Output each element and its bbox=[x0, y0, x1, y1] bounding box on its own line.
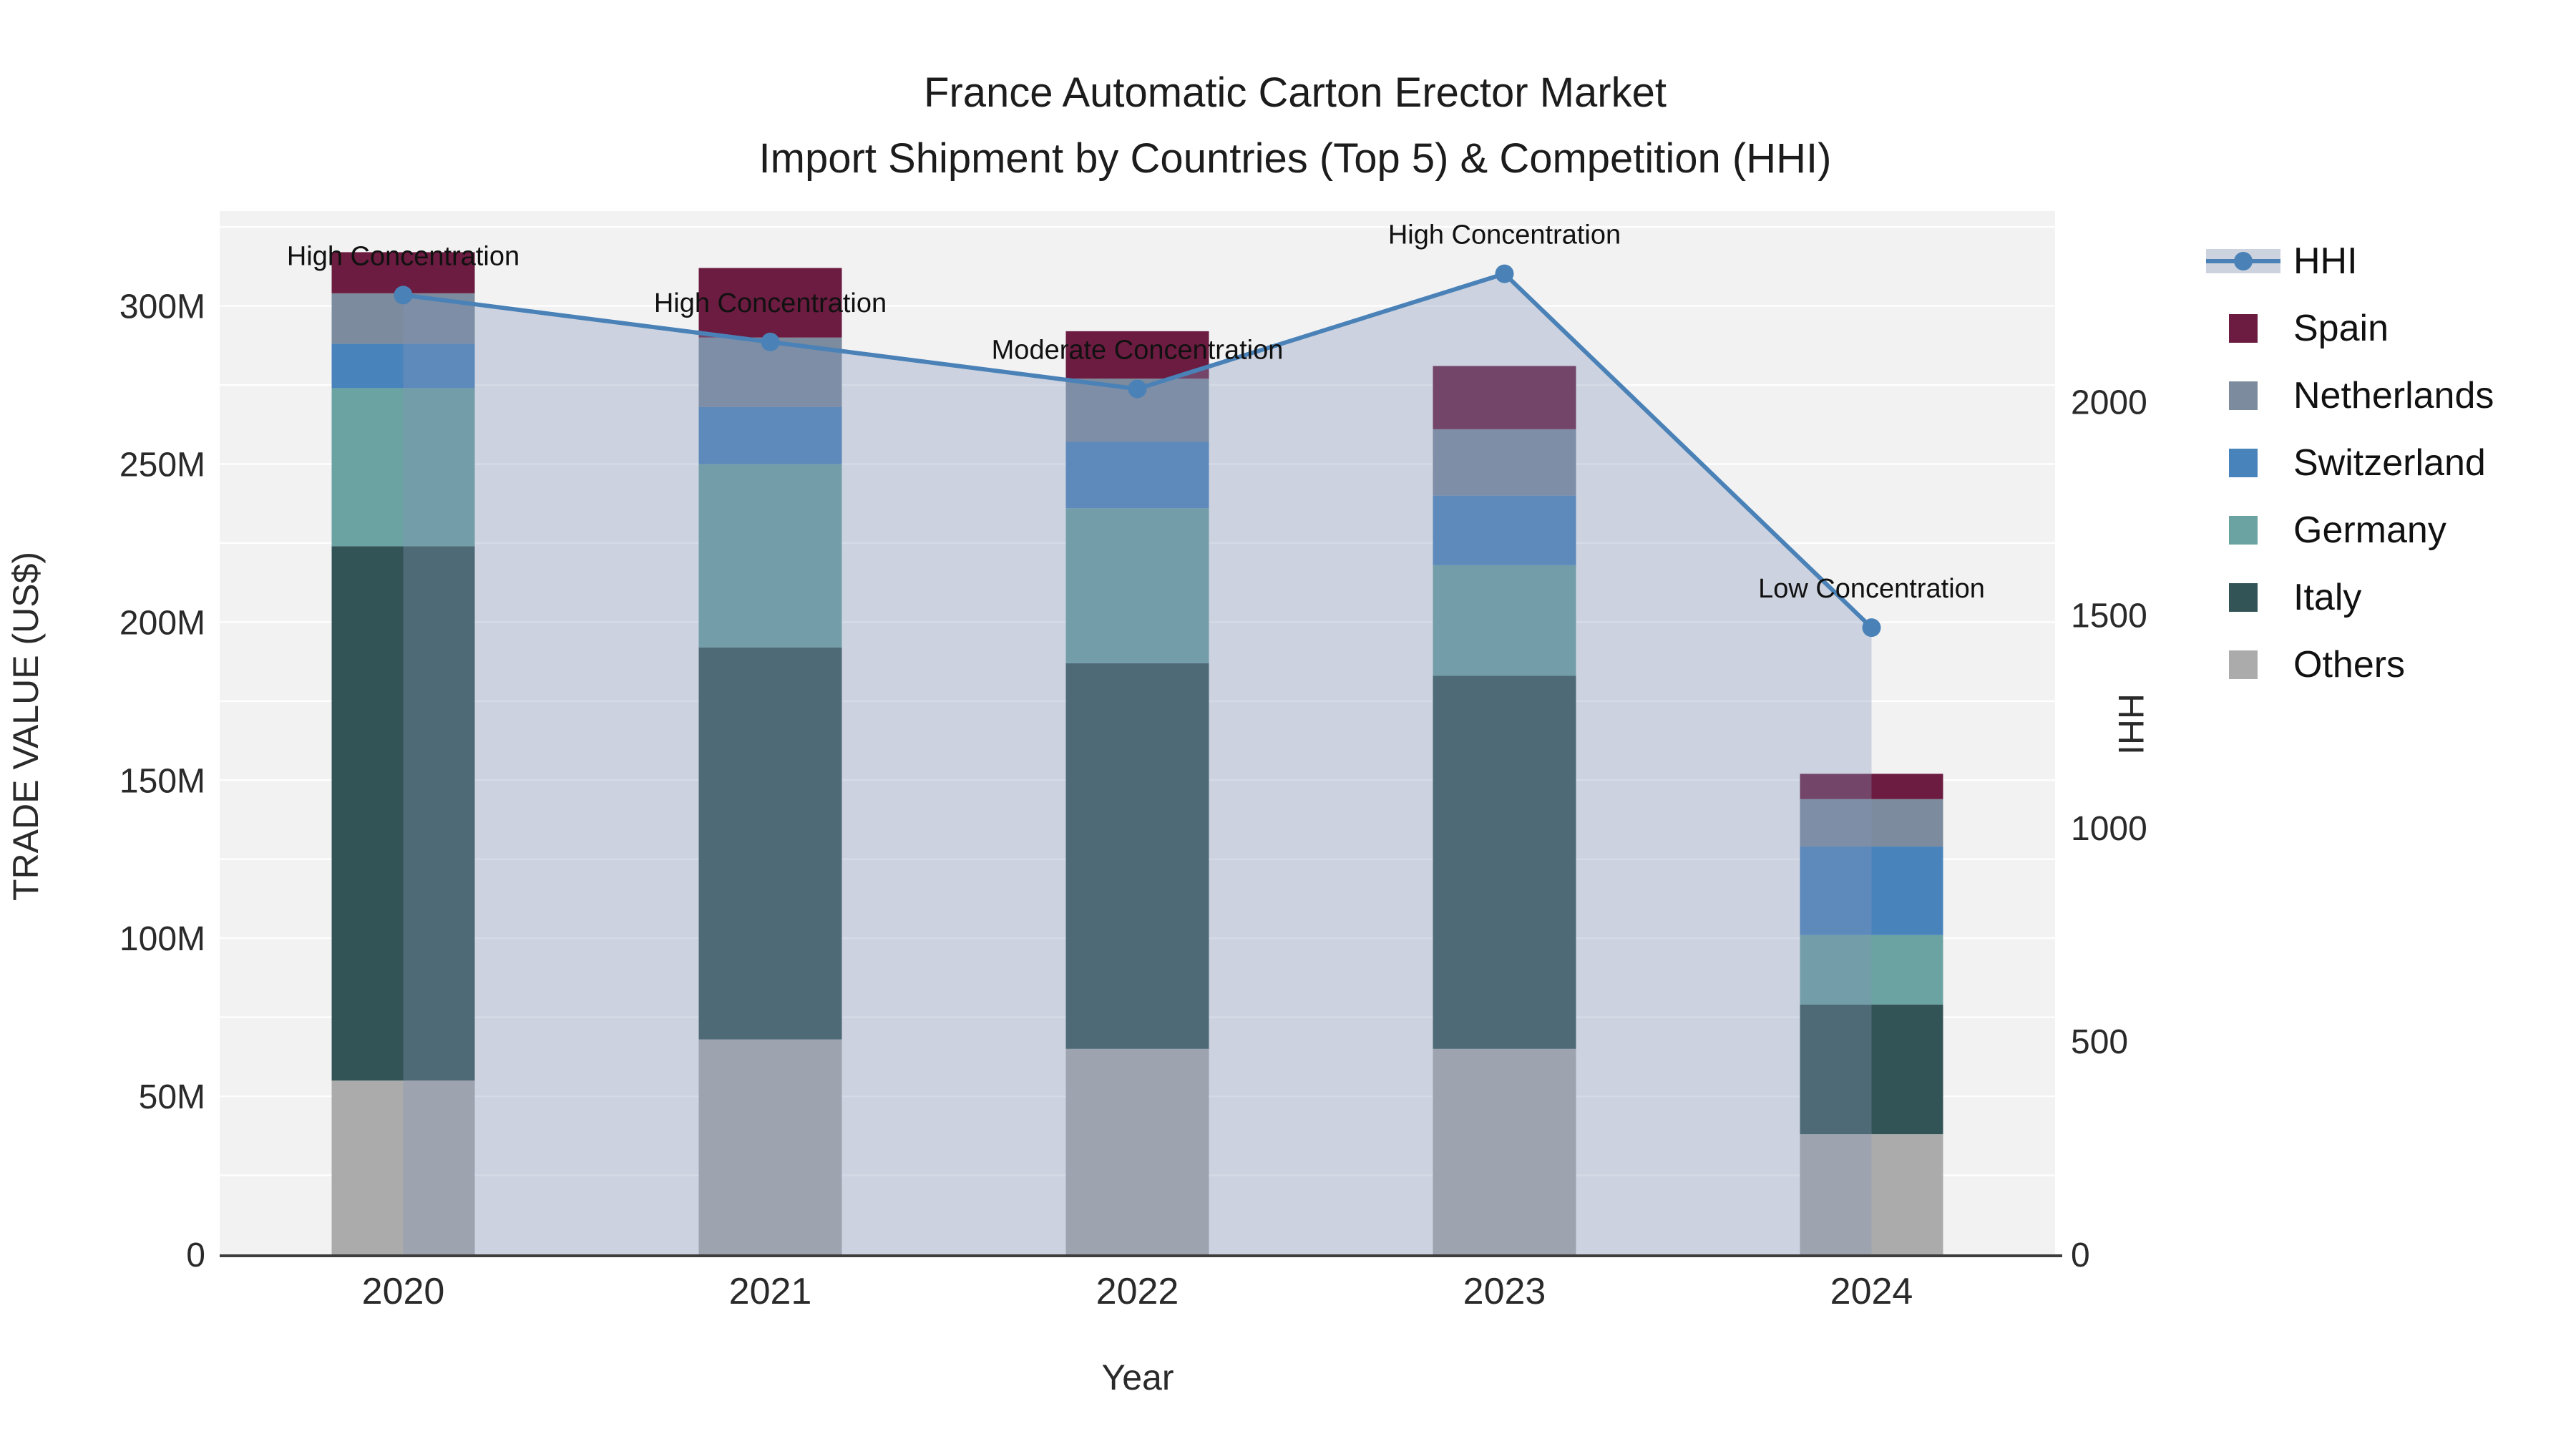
hhi-marker-2024[interactable] bbox=[1862, 618, 1881, 638]
annotation-2023: High Concentration bbox=[1388, 220, 1621, 250]
bar-segment-spain-2022[interactable] bbox=[1065, 331, 1209, 379]
legend-item-spain[interactable]: Spain bbox=[2206, 295, 2494, 362]
bar-segment-netherlands-2024[interactable] bbox=[1800, 799, 1943, 847]
hhi-line-sample-icon bbox=[2206, 249, 2280, 273]
bar-segment-switzerland-2024[interactable] bbox=[1800, 847, 1943, 935]
y-right-tick-label: 1000 bbox=[2071, 810, 2147, 848]
y-left-tick-label: 100M bbox=[119, 920, 205, 958]
bar-segment-italy-2022[interactable] bbox=[1065, 663, 1209, 1049]
bar-segment-italy-2024[interactable] bbox=[1800, 1004, 1943, 1135]
y-right-axis-title: HHI bbox=[2111, 693, 2151, 756]
y-left-tick-label: 250M bbox=[119, 446, 205, 484]
x-tick-label: 2024 bbox=[1830, 1271, 1913, 1312]
bar-segment-italy-2023[interactable] bbox=[1433, 675, 1576, 1049]
hhi-marker-2020[interactable] bbox=[394, 286, 413, 305]
annotation-2020: High Concentration bbox=[287, 241, 519, 271]
legend-label: Spain bbox=[2293, 308, 2389, 349]
italy-swatch-icon bbox=[2229, 583, 2258, 612]
bar-segment-germany-2022[interactable] bbox=[1065, 508, 1209, 663]
legend-item-netherlands[interactable]: Netherlands bbox=[2206, 362, 2494, 429]
legend-label: HHI bbox=[2293, 240, 2358, 282]
hhi-marker-2022[interactable] bbox=[1128, 379, 1147, 399]
y-left-tick-label: 200M bbox=[119, 604, 205, 642]
x-tick-label: 2023 bbox=[1463, 1271, 1546, 1312]
chart-title: France Automatic Carton Erector Market I… bbox=[508, 60, 2082, 192]
bar-segment-germany-2021[interactable] bbox=[698, 464, 842, 648]
chart-title-line1: France Automatic Carton Erector Market bbox=[924, 69, 1667, 116]
x-tick-label: 2021 bbox=[729, 1271, 812, 1312]
hhi-marker-2021[interactable] bbox=[761, 332, 780, 351]
bar-segment-spain-2021[interactable] bbox=[698, 268, 842, 338]
bar-segment-germany-2023[interactable] bbox=[1433, 565, 1576, 676]
netherlands-swatch-icon bbox=[2229, 381, 2258, 410]
bar-segment-germany-2020[interactable] bbox=[331, 388, 475, 547]
x-tick-label: 2020 bbox=[362, 1271, 445, 1312]
y-left-tick-label: 150M bbox=[119, 762, 205, 800]
x-tick-label: 2022 bbox=[1096, 1271, 1179, 1312]
hhi-area-fill bbox=[403, 273, 1872, 1254]
bar-segment-others-2023[interactable] bbox=[1433, 1048, 1576, 1254]
legend-item-others[interactable]: Others bbox=[2206, 631, 2494, 698]
bar-segment-germany-2024[interactable] bbox=[1800, 935, 1943, 1005]
hhi-marker-2023[interactable] bbox=[1495, 264, 1514, 283]
bar-segment-others-2024[interactable] bbox=[1800, 1134, 1943, 1254]
y-left-axis-title: TRADE VALUE (US$) bbox=[6, 551, 46, 902]
chart-title-line2: Import Shipment by Countries (Top 5) & C… bbox=[758, 135, 1832, 182]
germany-swatch-icon bbox=[2229, 516, 2258, 545]
spain-swatch-icon bbox=[2229, 314, 2258, 343]
bar-segment-others-2021[interactable] bbox=[698, 1039, 842, 1254]
legend-label: Netherlands bbox=[2293, 375, 2494, 416]
bar-segment-switzerland-2020[interactable] bbox=[331, 343, 475, 389]
bar-segment-switzerland-2023[interactable] bbox=[1433, 495, 1576, 565]
bar-segment-others-2020[interactable] bbox=[331, 1080, 475, 1254]
legend: HHI Spain Netherlands Switzerland German… bbox=[2206, 228, 2494, 698]
legend-label: Others bbox=[2293, 644, 2406, 686]
switzerland-swatch-icon bbox=[2229, 449, 2258, 477]
others-swatch-icon bbox=[2229, 650, 2258, 679]
y-left-tick-label: 0 bbox=[186, 1236, 205, 1274]
y-right-tick-label: 0 bbox=[2071, 1236, 2090, 1274]
bar-segment-switzerland-2021[interactable] bbox=[698, 406, 842, 464]
bar-segment-italy-2021[interactable] bbox=[698, 647, 842, 1040]
bar-segment-netherlands-2023[interactable] bbox=[1433, 429, 1576, 496]
bar-segment-spain-2024[interactable] bbox=[1800, 774, 1943, 799]
legend-label: Italy bbox=[2293, 577, 2362, 618]
annotation-2022: Moderate Concentration bbox=[992, 335, 1284, 365]
y-left-tick-label: 300M bbox=[119, 288, 205, 326]
y-right-tick-label: 1500 bbox=[2071, 597, 2147, 635]
legend-item-switzerland[interactable]: Switzerland bbox=[2206, 429, 2494, 497]
legend-label: Switzerland bbox=[2293, 442, 2486, 484]
legend-label: Germany bbox=[2293, 509, 2446, 551]
bar-segment-spain-2023[interactable] bbox=[1433, 366, 1576, 429]
bar-segment-italy-2020[interactable] bbox=[331, 546, 475, 1080]
bar-segment-switzerland-2022[interactable] bbox=[1065, 441, 1209, 509]
bar-segment-others-2022[interactable] bbox=[1065, 1048, 1209, 1254]
legend-item-hhi[interactable]: HHI bbox=[2206, 228, 2494, 295]
x-axis-title: Year bbox=[1101, 1357, 1174, 1397]
annotation-2024: Low Concentration bbox=[1758, 574, 1985, 604]
y-right-tick-label: 500 bbox=[2071, 1023, 2128, 1061]
y-right-tick-label: 2000 bbox=[2071, 384, 2147, 421]
y-left-tick-label: 50M bbox=[139, 1078, 205, 1116]
legend-item-italy[interactable]: Italy bbox=[2206, 564, 2494, 631]
annotation-2021: High Concentration bbox=[654, 288, 887, 318]
legend-item-germany[interactable]: Germany bbox=[2206, 497, 2494, 564]
